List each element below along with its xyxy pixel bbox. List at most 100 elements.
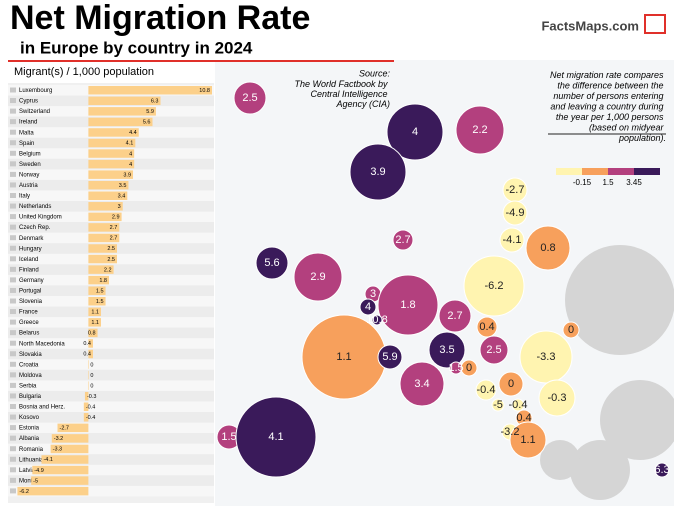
bar <box>88 159 135 169</box>
map-region <box>475 379 497 401</box>
value-label: 3.5 <box>119 183 127 189</box>
axis-label: Migrant(s) / 1,000 population <box>14 66 154 78</box>
bar <box>88 117 153 127</box>
map-label: 0 <box>466 362 472 374</box>
legend-label: 1.5 <box>602 178 614 187</box>
category-label: Belgium <box>19 151 41 157</box>
value-label: 2.2 <box>104 267 112 273</box>
non-data-land <box>565 245 674 355</box>
bar <box>88 307 101 317</box>
value-label: 1.5 <box>96 299 104 305</box>
non-data-land <box>540 440 580 480</box>
map-label: 0 <box>508 378 514 390</box>
value-label: 5.9 <box>146 109 154 115</box>
map-region <box>498 371 524 397</box>
map-region <box>562 321 580 339</box>
row-stripe <box>8 443 214 455</box>
category-label: Greece <box>19 320 39 326</box>
row-stripe <box>8 359 214 370</box>
flag <box>10 404 16 409</box>
map-label: 3.5 <box>439 344 454 356</box>
flag <box>10 193 16 198</box>
value-label: -3.3 <box>53 447 62 453</box>
map-label: 0.4 <box>516 412 531 424</box>
bar <box>88 360 89 369</box>
bar <box>88 223 120 232</box>
wrapped-text: The World Factbook by Central Intelligen… <box>294 79 390 109</box>
value-label: 4 <box>129 151 132 157</box>
category-label: Slovenia <box>19 299 43 305</box>
value-label: 5.6 <box>143 120 151 126</box>
map-region <box>233 81 267 115</box>
value-label: 0 <box>90 383 93 389</box>
wrapped-text: Net migration rate compares the differen… <box>550 70 666 143</box>
value-label: -6.2 <box>19 489 28 495</box>
map-label: -2.7 <box>506 184 525 196</box>
map-label: -0.3 <box>548 392 567 404</box>
map-region <box>455 105 505 155</box>
map-region <box>502 200 528 226</box>
bar <box>32 465 89 475</box>
map-region <box>525 225 571 271</box>
flag <box>10 414 16 420</box>
value-label: -0.4 <box>86 404 95 410</box>
bar <box>84 391 89 401</box>
row-stripe <box>8 274 214 286</box>
bar <box>88 297 106 306</box>
bar <box>88 265 114 274</box>
map-region <box>349 143 407 201</box>
flag <box>10 382 16 388</box>
map-label: 0 <box>568 324 574 336</box>
category-label: Belarus <box>19 331 39 337</box>
row-stripe <box>8 338 214 349</box>
category-label: Latvia <box>19 468 36 474</box>
flag <box>10 309 16 315</box>
non-data-land <box>600 380 674 460</box>
category-label: Estonia <box>19 426 40 432</box>
value-label: 10.8 <box>199 88 210 94</box>
bar <box>88 244 118 253</box>
value-label: 2.5 <box>107 246 115 252</box>
bar <box>83 402 89 411</box>
value-label: 3 <box>118 204 121 210</box>
value-label: -5 <box>33 478 38 484</box>
category-label: Bosnia and Herz. <box>19 405 65 411</box>
bar <box>88 149 135 158</box>
value-label: 3.4 <box>118 193 126 199</box>
map-label: -4.1 <box>503 234 522 246</box>
row-stripe <box>8 464 214 476</box>
category-label: Moldova <box>19 373 42 379</box>
legend-swatch <box>556 168 582 175</box>
flag <box>10 98 16 104</box>
map-label: 2.9 <box>310 271 325 283</box>
value-label: -0.4 <box>86 415 95 421</box>
map-label: 3.9 <box>370 166 385 178</box>
flag <box>10 298 16 304</box>
flag <box>10 140 16 146</box>
value-label: 2.7 <box>110 225 118 231</box>
value-label: 1.5 <box>96 288 104 294</box>
category-label: Lithuania <box>19 457 44 463</box>
flag <box>10 87 16 93</box>
map-label: 2.7 <box>447 310 462 322</box>
row-stripe <box>8 348 214 360</box>
value-label: 0.4 <box>83 341 91 347</box>
map-region <box>463 255 525 317</box>
category-label: Finland <box>19 267 39 273</box>
value-label: 4.1 <box>126 141 134 147</box>
bar <box>57 423 89 433</box>
legend-swatch <box>634 168 660 175</box>
value-label: 1.8 <box>99 278 107 284</box>
map-label: -3.3 <box>537 351 556 363</box>
category-label: Bulgaria <box>19 394 42 400</box>
flag <box>10 467 16 473</box>
value-label: 2.9 <box>112 215 120 221</box>
map-region <box>476 316 498 338</box>
category-label: Malta <box>19 130 34 136</box>
row-stripe <box>8 412 214 423</box>
bar <box>88 349 93 359</box>
flag <box>10 477 16 483</box>
flag <box>10 161 16 167</box>
map-label: -0.4 <box>477 384 496 396</box>
flag <box>10 435 16 441</box>
